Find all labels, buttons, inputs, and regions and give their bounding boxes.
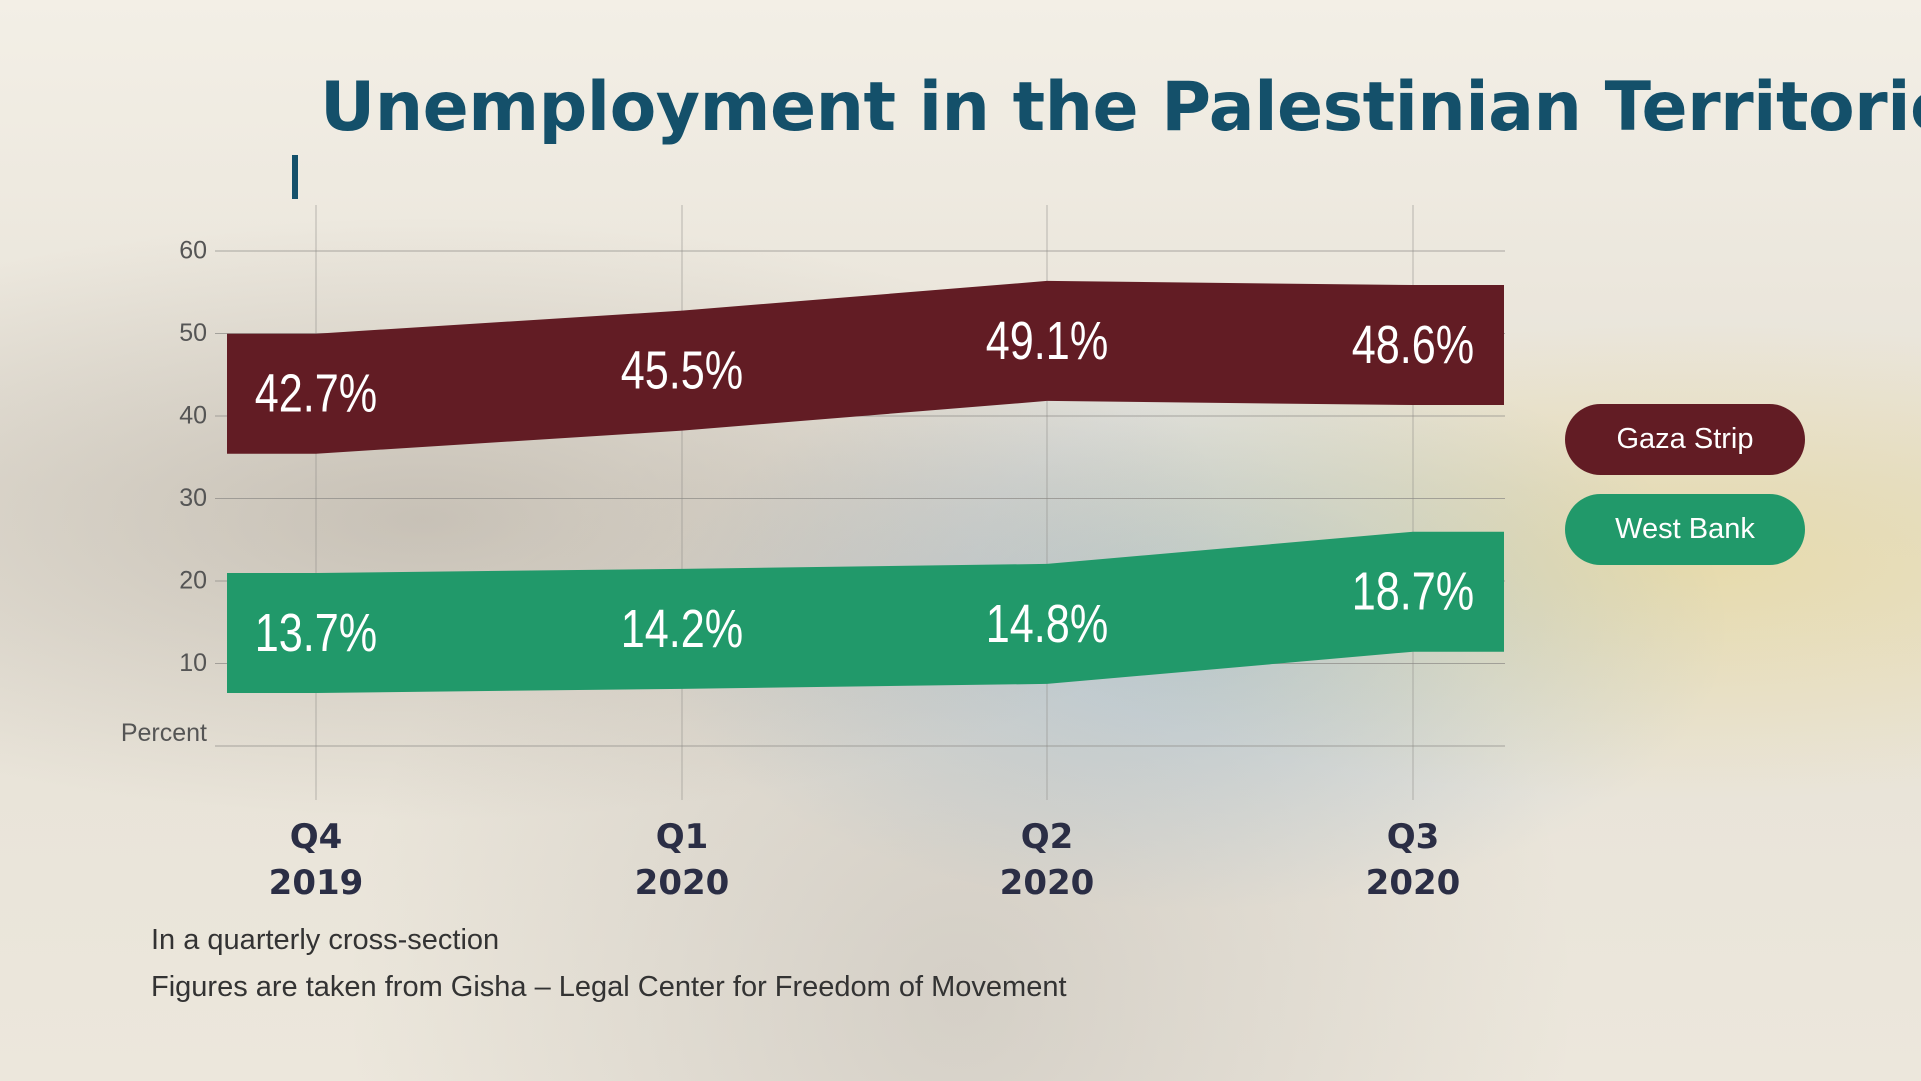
x-tick-3-0: Q3 (1387, 817, 1440, 857)
y-axis-label: Percent (121, 719, 207, 747)
data-label-gaza-strip-0: 42.7% (255, 364, 377, 424)
x-tick-2-0: Q2 (1021, 817, 1074, 857)
data-label-gaza-strip-2: 49.1% (986, 311, 1108, 371)
title-accent-bar (292, 155, 298, 199)
data-label-west-bank-1: 14.2% (621, 599, 743, 659)
y-tick-60: 60 (179, 237, 207, 265)
data-label-gaza-strip-3: 48.6% (1352, 316, 1474, 376)
y-tick-50: 50 (179, 319, 207, 347)
footnote-source: Figures are taken from Gisha – Legal Cen… (151, 971, 1067, 1003)
band-west-bank (227, 531, 1504, 693)
x-tick-1-0: Q1 (656, 817, 709, 857)
data-label-west-bank-0: 13.7% (255, 603, 377, 663)
footnote-cross-section: In a quarterly cross-section (151, 924, 500, 956)
y-tick-40: 40 (179, 402, 207, 430)
data-label-west-bank-3: 18.7% (1352, 562, 1474, 622)
y-tick-20: 20 (179, 567, 207, 595)
x-tick-2-1: 2020 (1000, 863, 1095, 903)
band-gaza-strip (227, 280, 1504, 454)
x-tick-1-1: 2020 (635, 863, 730, 903)
legend-gaza-strip: Gaza Strip (1565, 404, 1805, 475)
x-tick-0-1: 2019 (269, 863, 364, 903)
x-tick-0-0: Q4 (290, 817, 343, 857)
data-label-west-bank-2: 14.8% (986, 594, 1108, 654)
x-tick-3-1: 2020 (1366, 863, 1461, 903)
y-tick-10: 10 (179, 649, 207, 677)
y-tick-30: 30 (179, 484, 207, 512)
data-label-gaza-strip-1: 45.5% (621, 341, 743, 401)
legend-west-bank: West Bank (1565, 494, 1805, 565)
